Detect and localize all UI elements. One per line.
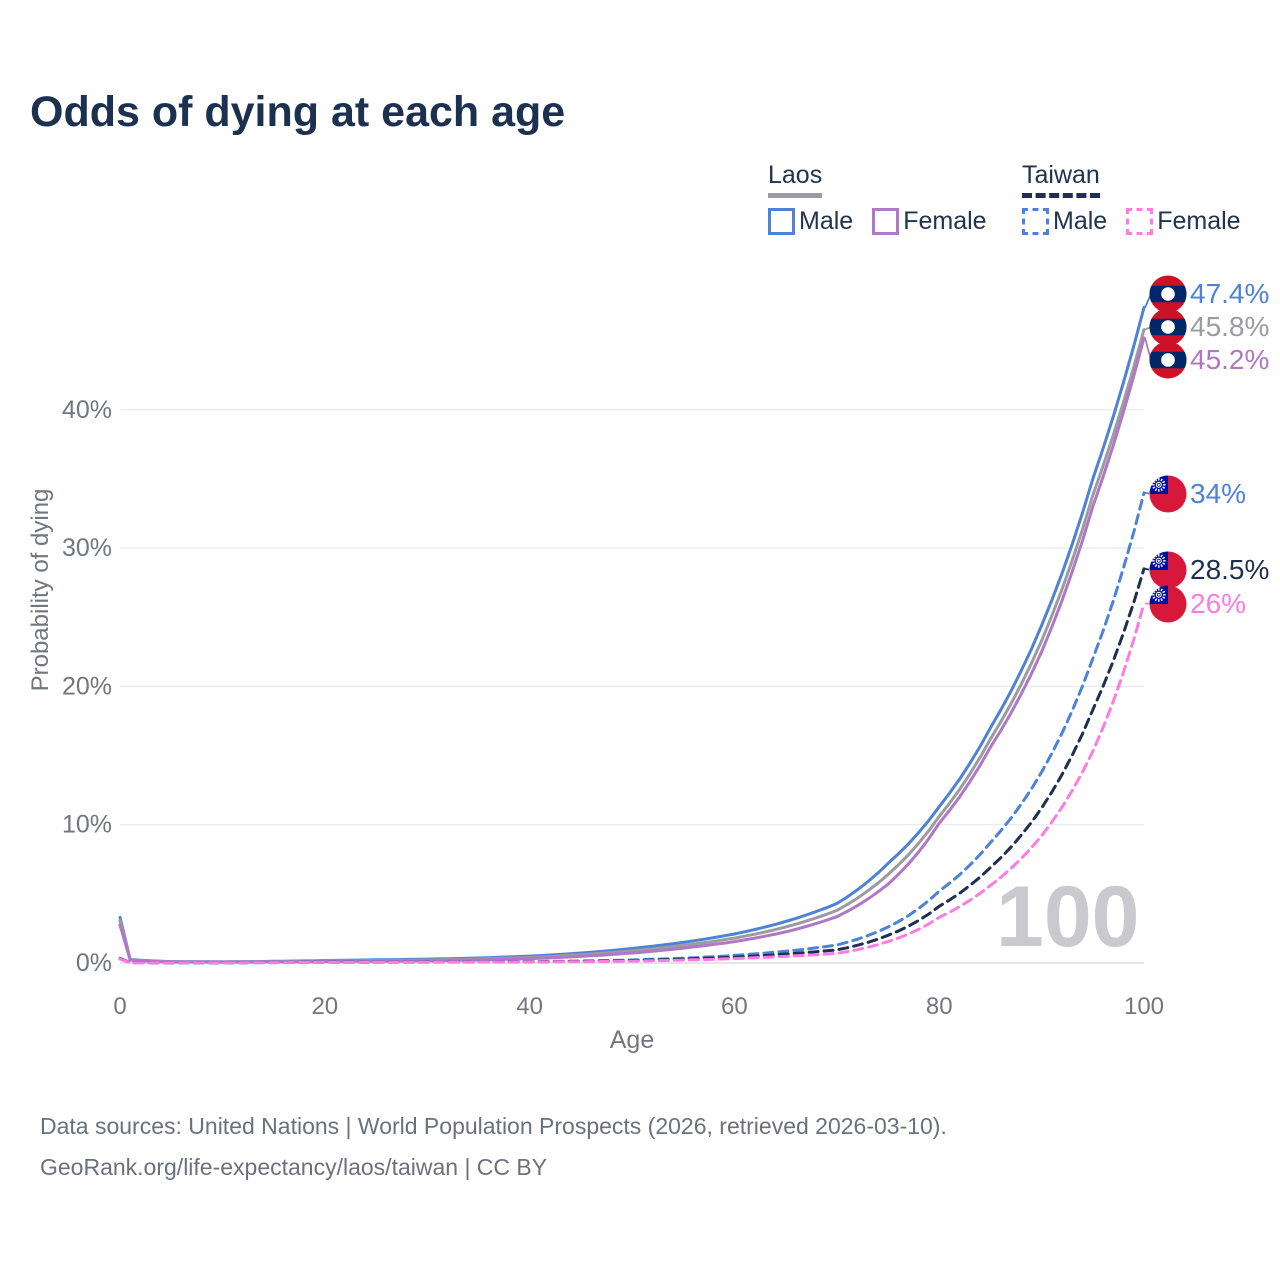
series-line-laos-male (118, 306, 1146, 964)
y-tick-label: 10% (62, 811, 112, 839)
legend-item-laos-male[interactable]: Male (768, 207, 853, 236)
laos-flag-icon (1149, 341, 1187, 379)
end-value-label-taiwan-navy: 28.5% (1190, 554, 1269, 585)
end-connector-taiwan-female (1144, 602, 1152, 605)
legend-country-laos[interactable]: Laos (768, 161, 823, 198)
legend: Laos Male Female Taiwan Male (0, 161, 1280, 241)
x-tick-label: 100 (1124, 993, 1164, 1020)
taiwan-male-swatch-icon (1022, 208, 1049, 235)
series-line-taiwan-navy (118, 567, 1146, 965)
laos-flag-icon (1149, 308, 1187, 346)
footer-line-1: Data sources: United Nations | World Pop… (40, 1113, 947, 1139)
y-axis-title: Probability of dying (27, 489, 54, 692)
legend-item-taiwan-female[interactable]: Female (1126, 207, 1241, 236)
legend-item-label: Male (1053, 207, 1108, 235)
legend-item-label: Female (903, 207, 987, 235)
x-tick-label: 80 (926, 993, 953, 1020)
x-tick-label: 20 (311, 993, 338, 1020)
x-axis-title: Age (610, 1026, 654, 1054)
legend-items-laos: Male Female (768, 207, 987, 236)
y-tick-label: 20% (62, 672, 112, 700)
end-value-label-laos-male: 47.4% (1190, 278, 1269, 309)
footer-line-2: GeoRank.org/life-expectancy/laos/taiwan … (40, 1154, 548, 1180)
end-value-label-taiwan-male: 34% (1190, 478, 1246, 509)
x-tick-label: 60 (721, 993, 748, 1020)
end-value-label-laos-gray: 45.8% (1190, 311, 1269, 342)
page-title: Odds of dying at each age (30, 88, 566, 136)
end-connector-taiwan-navy (1144, 567, 1152, 571)
end-value-label-laos-female: 45.2% (1190, 344, 1269, 375)
legend-items-taiwan: Male Female (1022, 207, 1241, 236)
series-line-taiwan-female (118, 601, 1146, 965)
x-tick-label: 0 (113, 993, 126, 1020)
y-tick-label: 40% (62, 396, 112, 424)
laos-flag-icon (1149, 275, 1187, 313)
taiwan-female-swatch-icon (1126, 208, 1154, 235)
legend-group-taiwan: Taiwan Male Female (1022, 161, 1241, 236)
end-value-label-taiwan-female: 26% (1190, 588, 1246, 619)
y-tick-label: 30% (62, 534, 112, 562)
watermark-text: 100 (996, 869, 1140, 965)
legend-item-label: Male (799, 207, 854, 235)
y-tick-label: 0% (76, 949, 112, 977)
footer: Data sources: United Nations | World Pop… (40, 1106, 947, 1188)
end-connector-taiwan-male (1144, 491, 1152, 495)
taiwan-flag-icon (1149, 551, 1187, 589)
x-tick-label: 40 (516, 993, 543, 1020)
legend-item-laos-female[interactable]: Female (872, 207, 987, 236)
taiwan-flag-icon (1149, 475, 1187, 513)
legend-item-taiwan-male[interactable]: Male (1022, 207, 1107, 236)
laos-female-swatch-icon (872, 208, 900, 235)
legend-country-taiwan[interactable]: Taiwan (1022, 161, 1100, 198)
legend-item-label: Female (1157, 207, 1241, 235)
legend-group-laos: Laos Male Female (768, 161, 987, 236)
laos-male-swatch-icon (768, 208, 795, 235)
taiwan-flag-icon (1149, 585, 1187, 623)
